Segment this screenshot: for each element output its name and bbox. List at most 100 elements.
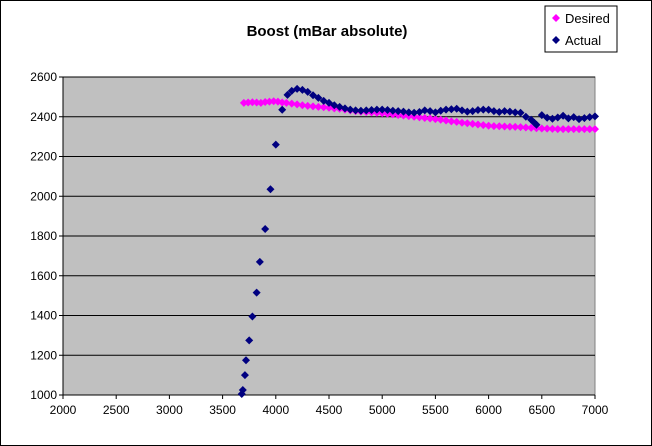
y-tick-label: 1400 bbox=[30, 309, 57, 323]
data-point-actual bbox=[532, 120, 541, 129]
data-point-actual bbox=[426, 107, 435, 116]
legend-label-desired: Desired bbox=[565, 11, 610, 26]
data-point-desired bbox=[548, 124, 557, 133]
data-point-actual bbox=[564, 114, 573, 123]
data-point-actual bbox=[372, 105, 381, 114]
x-tick-label: 3500 bbox=[209, 403, 236, 417]
data-point-desired bbox=[585, 125, 594, 134]
x-tick-label: 7000 bbox=[582, 403, 609, 417]
y-tick-label: 1000 bbox=[30, 388, 57, 402]
data-point-desired bbox=[484, 121, 493, 130]
y-tick-label: 1200 bbox=[30, 348, 57, 362]
data-point-actual bbox=[580, 114, 589, 123]
data-point-actual bbox=[410, 108, 419, 117]
y-tick-label: 2600 bbox=[30, 70, 57, 84]
legend-box bbox=[544, 5, 618, 53]
x-tick-label: 4000 bbox=[262, 403, 289, 417]
data-point-actual bbox=[489, 107, 498, 116]
data-point-actual bbox=[458, 106, 466, 115]
legend-marker-actual bbox=[552, 36, 560, 44]
y-tick-label: 2000 bbox=[30, 189, 57, 203]
data-point-desired bbox=[319, 103, 328, 112]
x-tick-label: 2500 bbox=[103, 403, 130, 417]
data-point-desired bbox=[436, 115, 445, 124]
data-point-actual bbox=[394, 107, 403, 116]
data-point-actual bbox=[240, 371, 249, 380]
data-point-desired bbox=[537, 124, 546, 133]
data-point-desired bbox=[591, 125, 599, 134]
data-point-actual bbox=[245, 336, 254, 345]
data-point-actual bbox=[255, 257, 264, 266]
data-point-actual bbox=[473, 105, 482, 114]
data-point-desired bbox=[244, 98, 253, 107]
axes bbox=[59, 76, 596, 399]
data-point-actual bbox=[266, 185, 275, 194]
data-point-desired bbox=[575, 125, 584, 134]
x-tick-label: 4500 bbox=[316, 403, 343, 417]
data-point-desired bbox=[463, 119, 472, 128]
data-point-actual bbox=[367, 105, 376, 114]
data-point-actual bbox=[278, 105, 287, 114]
data-point-desired bbox=[426, 114, 435, 123]
data-point-actual bbox=[252, 288, 261, 297]
data-point-actual bbox=[271, 140, 280, 149]
chart-title: Boost (mBar absolute) bbox=[247, 23, 408, 40]
data-point-desired bbox=[468, 119, 477, 128]
data-point-desired bbox=[559, 125, 568, 134]
x-tick-label: 5500 bbox=[422, 403, 449, 417]
data-point-desired bbox=[564, 125, 573, 134]
data-point-actual bbox=[420, 106, 429, 115]
data-point-desired bbox=[505, 122, 514, 131]
data-point-actual bbox=[516, 108, 525, 117]
data-point-desired bbox=[431, 115, 440, 124]
data-point-actual bbox=[468, 107, 477, 116]
y-tick-label: 1800 bbox=[30, 229, 57, 243]
series-actual bbox=[237, 84, 599, 399]
data-point-actual bbox=[356, 106, 365, 115]
legend: Desired Actual bbox=[544, 5, 618, 53]
data-point-desired bbox=[452, 117, 461, 126]
data-point-actual bbox=[242, 356, 251, 365]
data-point-desired bbox=[495, 122, 504, 131]
data-point-desired bbox=[580, 125, 589, 134]
data-point-desired bbox=[298, 101, 307, 110]
data-point-actual bbox=[261, 225, 270, 234]
data-point-desired bbox=[521, 123, 530, 132]
data-point-actual bbox=[585, 113, 594, 122]
data-point-actual bbox=[505, 107, 514, 116]
data-point-actual bbox=[362, 106, 371, 115]
data-point-actual bbox=[383, 105, 392, 114]
series-desired bbox=[239, 97, 599, 134]
data-point-actual bbox=[238, 386, 247, 395]
data-point-actual bbox=[575, 115, 584, 124]
x-tick-label: 5000 bbox=[369, 403, 396, 417]
gridlines bbox=[63, 76, 595, 356]
data-point-actual bbox=[591, 112, 599, 121]
data-point-desired bbox=[511, 122, 520, 131]
data-point-actual bbox=[303, 87, 312, 96]
legend-marker-desired bbox=[552, 14, 560, 22]
data-point-desired bbox=[442, 116, 451, 125]
data-point-actual bbox=[521, 112, 530, 121]
y-tick-labels: 1000 1200 1400 1600 1800 2000 2200 2400 2600 bbox=[30, 70, 57, 402]
data-point-desired bbox=[543, 124, 552, 133]
y-tick-label: 2200 bbox=[30, 150, 57, 164]
data-point-desired bbox=[303, 101, 312, 110]
x-tick-labels: 2000 2500 3000 3500 4000 4500 5000 5500 6000 6500… bbox=[50, 403, 609, 417]
data-point-actual bbox=[248, 312, 257, 321]
data-point-desired bbox=[420, 113, 429, 122]
data-point-actual bbox=[543, 113, 552, 122]
data-point-desired bbox=[314, 102, 323, 111]
data-point-desired bbox=[516, 123, 525, 132]
data-point-actual bbox=[388, 106, 397, 115]
data-point-desired bbox=[569, 125, 578, 134]
data-point-desired bbox=[309, 102, 318, 111]
data-point-actual bbox=[399, 107, 408, 116]
data-point-desired bbox=[287, 99, 296, 108]
x-tick-label: 2000 bbox=[50, 403, 77, 417]
data-point-actual bbox=[463, 107, 472, 116]
data-point-desired bbox=[282, 98, 291, 107]
data-point-desired bbox=[489, 122, 498, 131]
data-point-actual bbox=[314, 93, 323, 102]
